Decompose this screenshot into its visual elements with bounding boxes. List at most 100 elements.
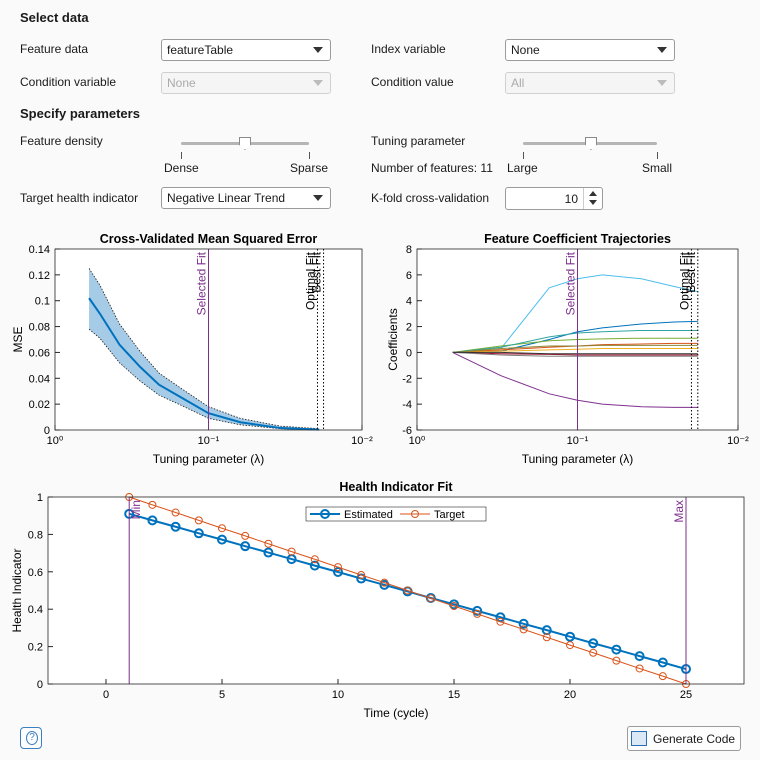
marker: [566, 641, 574, 650]
x-tick-label: 10⁻²: [727, 435, 749, 447]
x-tick-label: 20: [564, 689, 576, 701]
y-tick-label: 0.04: [29, 373, 50, 385]
marker: [147, 515, 158, 526]
y-tick-label: -2: [402, 373, 412, 385]
label: K-fold cross-validation: [371, 191, 490, 205]
label: Feature data: [20, 42, 89, 56]
x-tick-label: 5: [219, 689, 225, 701]
x-tick-label: 10⁰: [47, 435, 64, 447]
dropdown: None: [161, 72, 331, 94]
x-tick-label: 10⁻²: [351, 435, 373, 447]
marker: [635, 664, 644, 673]
legend-label: Target: [434, 509, 465, 521]
marker: [334, 563, 342, 572]
y-tick-label: 0.02: [29, 399, 50, 411]
axes-box: [47, 496, 745, 685]
legend-marker: [320, 509, 330, 519]
series-line: [128, 512, 687, 671]
x-tick-label: 15: [448, 689, 460, 701]
y-tick-label: 0.8: [28, 529, 43, 541]
marker: [218, 524, 226, 533]
marker: [450, 602, 458, 611]
marker: [542, 633, 551, 642]
label: Index variable: [371, 42, 446, 56]
button-label: Generate Code: [653, 732, 736, 746]
marker: [241, 531, 250, 540]
y-tick-label: 0: [406, 347, 412, 359]
y-axis-label: Health Indicator: [10, 548, 24, 632]
x-tick-label: 10: [332, 689, 344, 701]
generate-code-button[interactable]: Generate Code: [627, 726, 741, 751]
legend-label: Estimated: [344, 509, 393, 521]
dropdown[interactable]: featureTable: [161, 39, 331, 61]
marker: [287, 547, 296, 556]
y-tick-label: 0: [37, 679, 43, 691]
marker: [309, 560, 320, 571]
axes-box: [416, 248, 739, 431]
marker: [403, 586, 412, 595]
spinner[interactable]: 10: [505, 187, 603, 210]
dropdown[interactable]: Negative Linear Trend: [161, 187, 331, 209]
info-label: Number of features:: [371, 161, 478, 175]
marker: [148, 500, 157, 509]
confidence-band: [89, 268, 320, 430]
y-tick-label: 0.2: [28, 642, 43, 654]
y-tick-label: 0: [44, 425, 50, 437]
x-tick-label: 10⁻¹: [567, 435, 589, 447]
marker: [634, 651, 645, 662]
marker: [380, 578, 389, 587]
y-tick-label: 8: [406, 244, 412, 256]
y-tick-label: 6: [406, 270, 412, 282]
marker: [588, 638, 599, 649]
legend-box: [305, 506, 487, 522]
y-axis-label: Coefficients: [386, 308, 400, 370]
dropdown-value: None: [511, 43, 540, 57]
y-axis-label: MSE: [11, 326, 25, 352]
spinner-arrows[interactable]: [583, 188, 602, 209]
marker: [170, 521, 181, 532]
legend-marker: [411, 510, 419, 518]
x-tick-label: 0: [103, 689, 109, 701]
slider-thumb[interactable]: [585, 137, 597, 150]
label: Condition variable: [20, 75, 117, 89]
marker: [379, 579, 390, 590]
x-tick-label: 10⁰: [409, 435, 426, 447]
marker: [263, 547, 274, 558]
marker: [264, 539, 273, 548]
label: Condition value: [371, 75, 454, 89]
marker: [658, 672, 667, 681]
series-line: [452, 351, 698, 357]
y-tick-label: 0.12: [29, 270, 50, 282]
label: Tuning parameter: [371, 134, 466, 148]
chart-title: Cross-Validated Mean Squared Error: [100, 232, 318, 246]
slider-tick: [309, 152, 310, 159]
slider-thumb[interactable]: [239, 137, 251, 150]
reference-label: Best Fit: [310, 251, 324, 292]
dropdown-value: All: [511, 76, 525, 90]
y-tick-label: 0.14: [29, 244, 50, 256]
dropdown: All: [505, 72, 675, 94]
dropdown-value: featureTable: [167, 43, 234, 57]
axes-box: [54, 248, 363, 431]
slider-tick: [657, 152, 658, 159]
marker: [240, 541, 251, 552]
help-button[interactable]: ?: [20, 727, 42, 749]
marker: [519, 625, 528, 634]
series-line: [452, 351, 698, 356]
y-tick-label: -4: [402, 399, 412, 411]
x-tick-label: 25: [680, 689, 692, 701]
y-tick-label: -6: [402, 425, 412, 437]
reference-label: Max: [672, 500, 686, 523]
series-line: [452, 351, 698, 355]
series-line: [452, 351, 698, 408]
reference-label: Min: [129, 500, 143, 519]
code-icon: [631, 731, 647, 746]
marker: [518, 618, 529, 629]
x-axis-label: Time (cycle): [364, 706, 429, 720]
x-tick-label: 10⁻¹: [198, 435, 220, 447]
help-icon: ?: [26, 731, 38, 745]
dropdown[interactable]: None: [505, 39, 675, 61]
info: Number of features: 11: [371, 161, 493, 175]
marker: [612, 656, 621, 665]
